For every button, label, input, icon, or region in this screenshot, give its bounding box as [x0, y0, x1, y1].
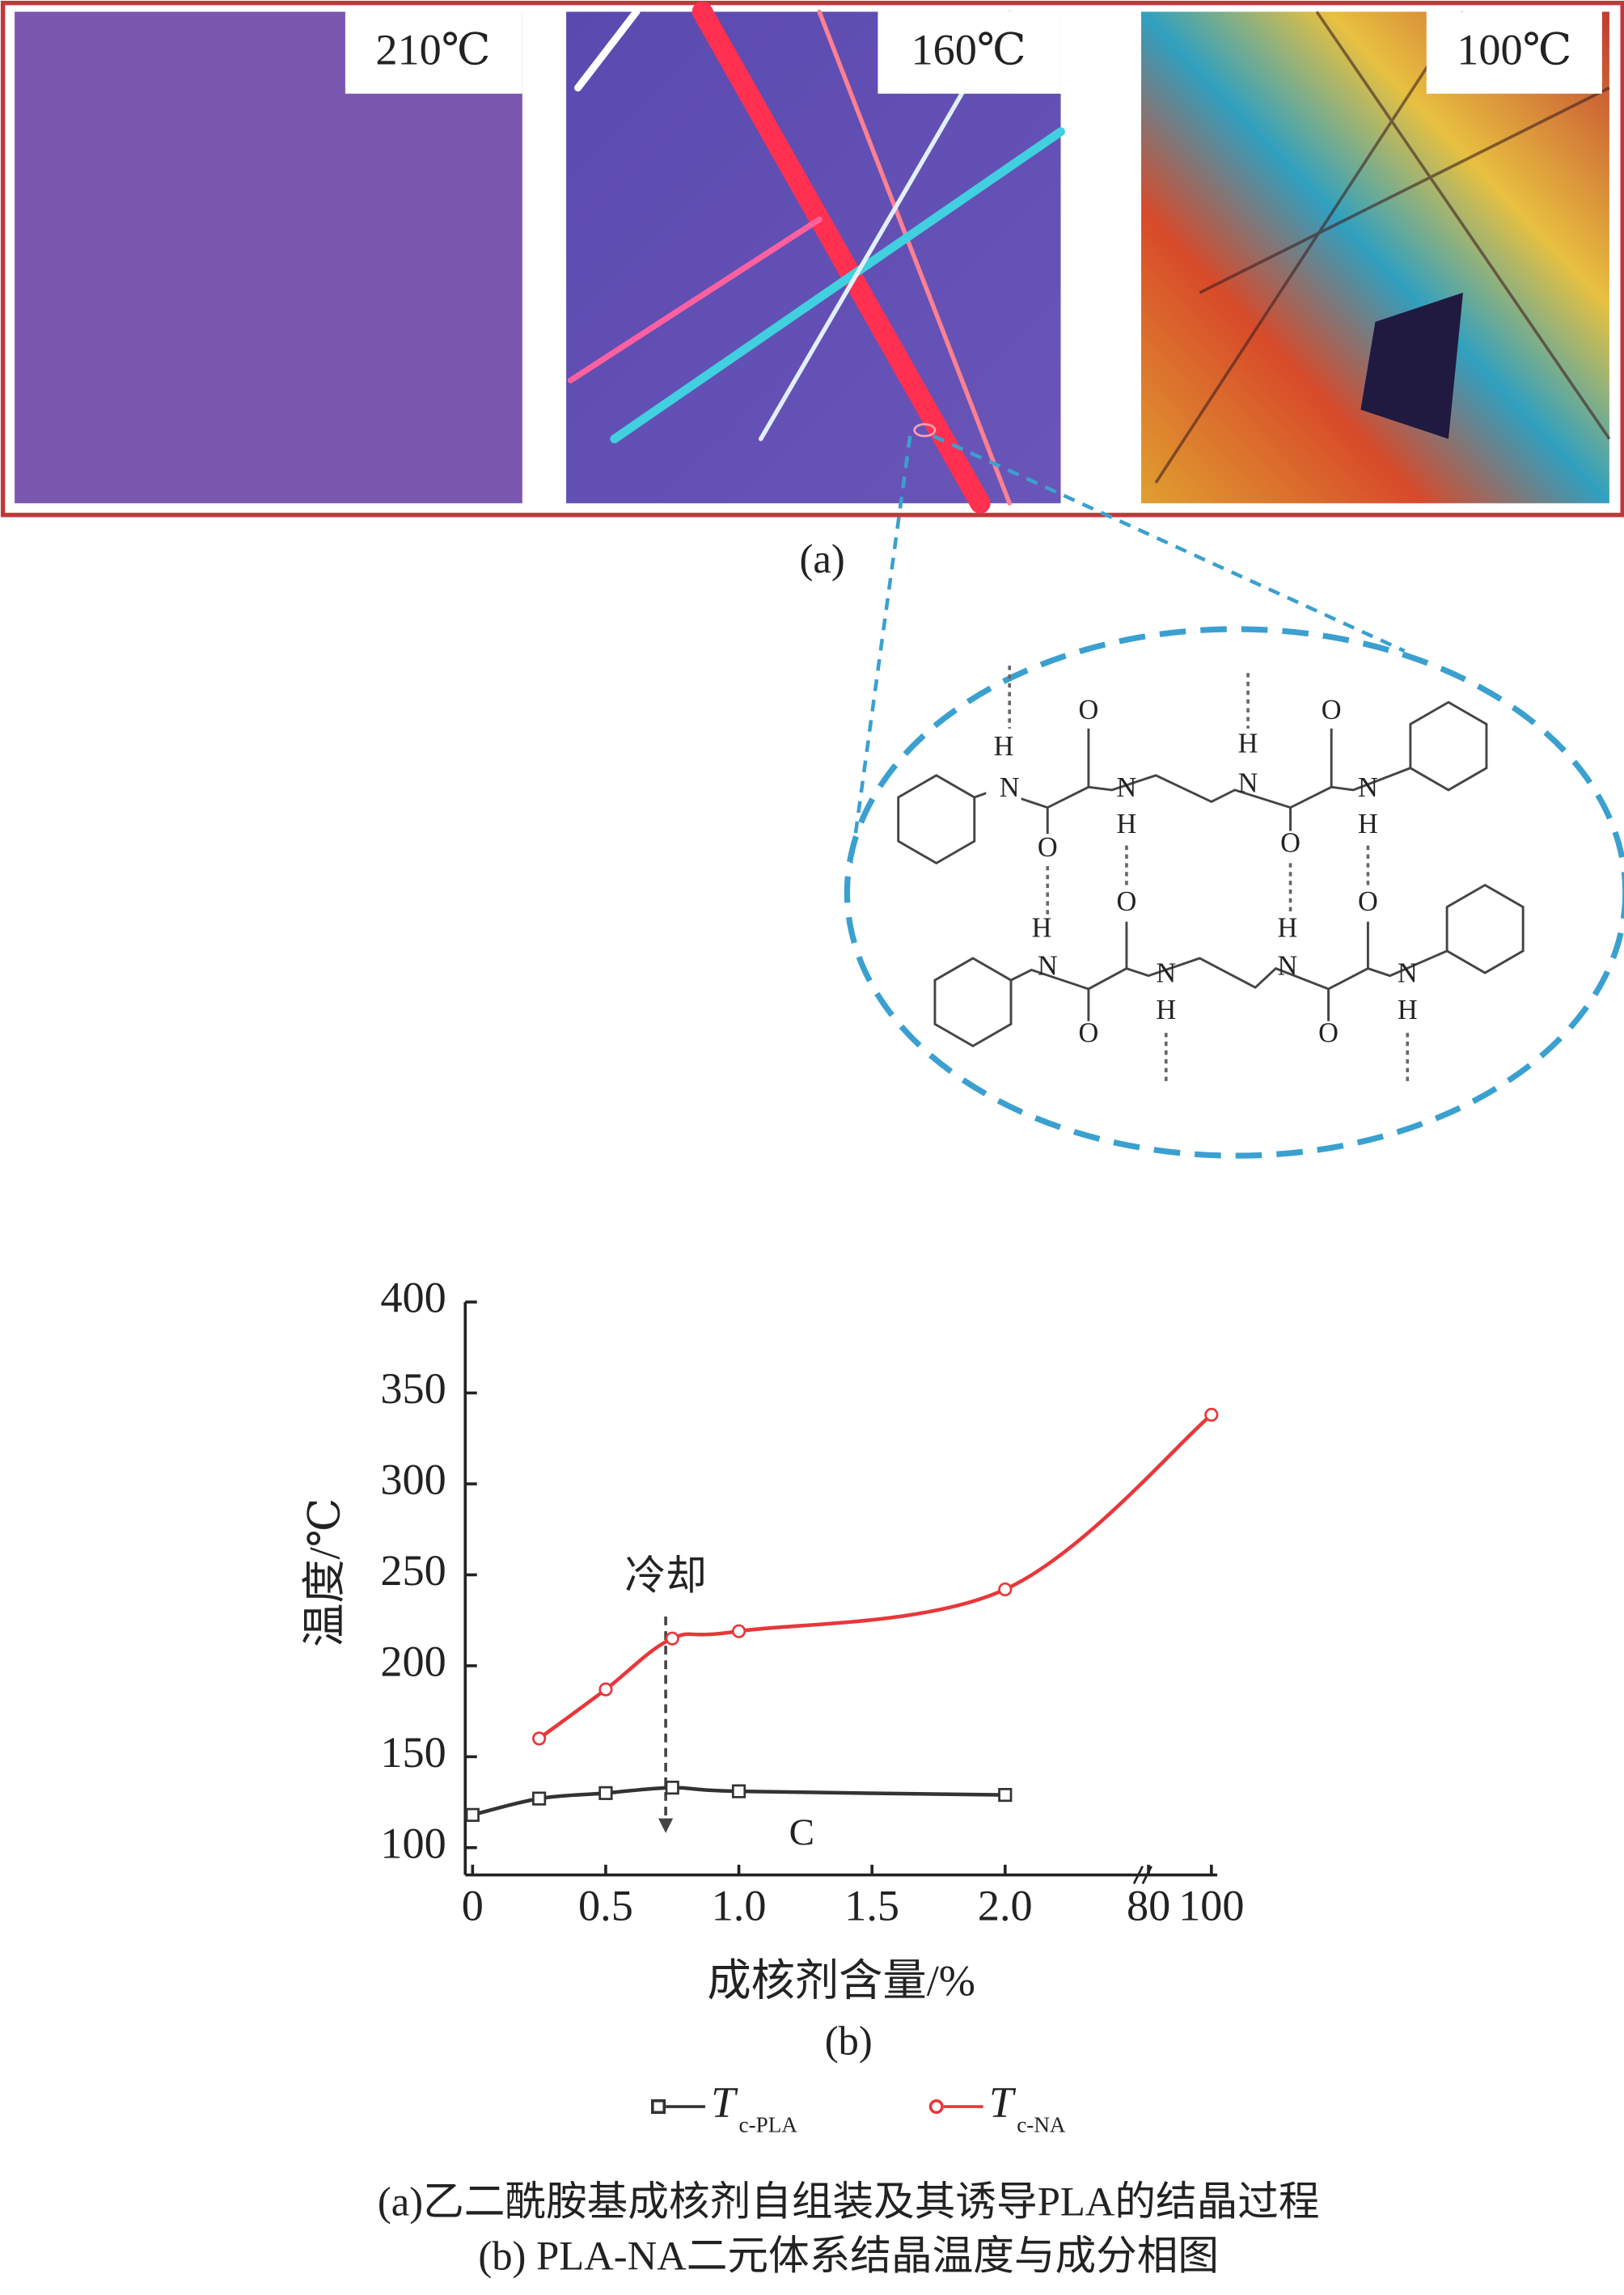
atom: N — [1358, 772, 1378, 803]
marker — [665, 1781, 679, 1795]
legend-label: T — [989, 2077, 1017, 2126]
x-tick-label: 100 — [1178, 1881, 1244, 1929]
atom: H — [1032, 912, 1052, 943]
marker — [532, 1731, 547, 1746]
annotation: 冷却 — [624, 1553, 706, 1598]
atom: O — [1280, 828, 1300, 859]
marker — [998, 1788, 1013, 1803]
atom: N — [1038, 951, 1058, 982]
label-box — [878, 11, 1061, 94]
panel-caption: (a) — [800, 536, 845, 581]
y-tick-label: 400 — [380, 1274, 446, 1322]
y-tick-label: 200 — [380, 1637, 446, 1685]
atom: H — [994, 731, 1014, 762]
marker — [532, 1791, 547, 1806]
zoom-origin — [913, 423, 937, 437]
atom: O — [1358, 886, 1378, 917]
atom: O — [1117, 886, 1137, 917]
marker — [598, 1786, 613, 1800]
x-tick-label: 0.5 — [578, 1881, 633, 1929]
atom: H — [1238, 729, 1258, 759]
atom: N — [1278, 951, 1298, 982]
y-tick-label: 150 — [380, 1728, 446, 1777]
temp-label: 100℃ — [1457, 25, 1571, 74]
temp-label: 210℃ — [375, 25, 490, 74]
legend-subscript: c-NA — [1017, 2113, 1066, 2137]
figure-caption: (a)乙二酰胺基成核剂自组装及其诱导PLA的结晶过程 — [378, 2179, 1320, 2225]
atom: H — [1156, 995, 1176, 1025]
atom: H — [1117, 809, 1137, 839]
dark-region — [1360, 292, 1464, 439]
atom: O — [1038, 832, 1058, 863]
atom: O — [1078, 695, 1098, 725]
crystal-lines — [567, 1, 1065, 514]
atom: N — [1238, 767, 1258, 798]
marker — [665, 1631, 679, 1646]
molecule-structure — [897, 666, 1525, 1086]
atom: N — [1398, 958, 1418, 989]
marker — [465, 1807, 480, 1822]
temp-label: 160℃ — [911, 25, 1026, 74]
marker — [1204, 1407, 1219, 1422]
atom: H — [1398, 995, 1418, 1025]
marker — [731, 1624, 746, 1638]
x-axis-label: 成核剂含量/% — [707, 1956, 975, 2005]
y-tick-label: 300 — [380, 1455, 446, 1503]
legend-marker — [651, 2098, 666, 2115]
panel-border — [0, 0, 1624, 518]
marker — [731, 1784, 746, 1798]
y-tick-label: 350 — [380, 1364, 446, 1413]
atom-labels: H N O O N H H N O O N H H N O O N H H N … — [994, 695, 1418, 1049]
x-tick-label: 1.0 — [712, 1881, 767, 1929]
crystal-lines-100 — [1154, 11, 1611, 484]
atom: O — [1078, 1018, 1098, 1049]
label-box — [345, 11, 522, 94]
atom: N — [1000, 772, 1020, 803]
label-box — [1426, 11, 1602, 94]
x-tick-label: 80 — [1127, 1881, 1170, 1929]
figure-caption: (b) PLA-NA二元体系结晶温度与成分相图 — [478, 2234, 1219, 2279]
arrow-head — [658, 1818, 674, 1833]
atom: H — [1358, 809, 1378, 839]
y-tick-label: 250 — [380, 1546, 446, 1595]
atom: O — [1318, 1018, 1339, 1049]
marker — [598, 1682, 613, 1697]
x-tick-label: 0 — [462, 1881, 484, 1929]
legend-subscript: c-PLA — [739, 2113, 798, 2137]
atom: O — [1322, 695, 1342, 725]
atom: N — [1117, 772, 1137, 803]
x-tick-label: 1.5 — [844, 1881, 899, 1929]
x-tick-label: 2.0 — [978, 1881, 1033, 1929]
zoom — [844, 434, 1624, 1159]
legend-marker — [928, 2098, 944, 2115]
y-tick-label: 100 — [380, 1819, 446, 1867]
y-axis-label: 温度/℃ — [300, 1498, 349, 1647]
panel-caption: (b) — [825, 2018, 873, 2064]
atom: N — [1156, 958, 1176, 989]
atom: H — [1278, 912, 1298, 943]
marker — [998, 1582, 1013, 1597]
legend-label: T — [711, 2077, 738, 2126]
annotation: C — [789, 1811, 814, 1853]
